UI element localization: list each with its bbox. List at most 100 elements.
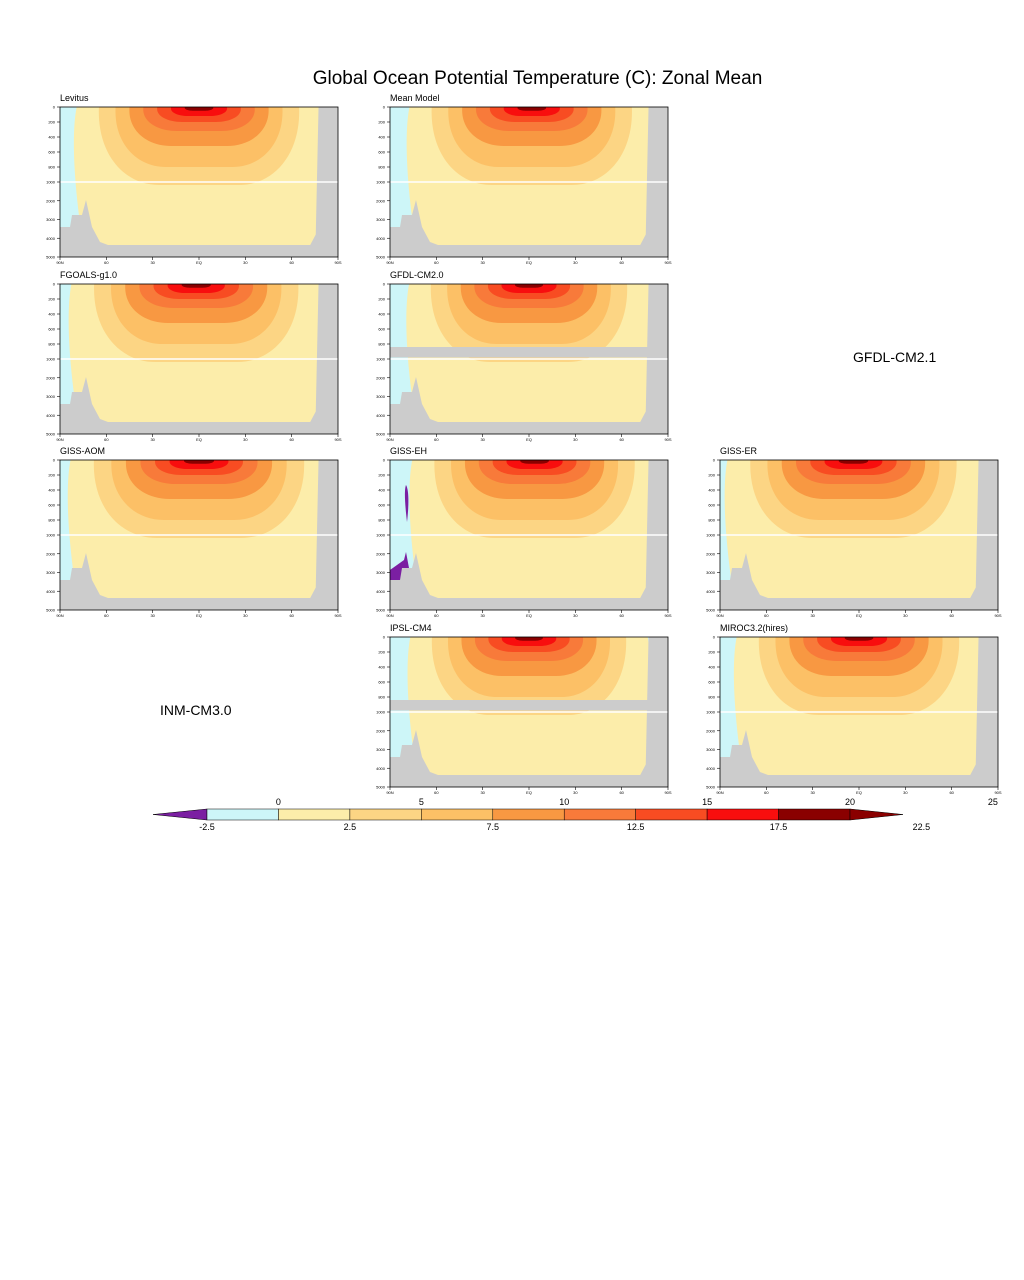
y-tick-label: 400 [708,488,715,493]
y-tick-label: 600 [378,680,385,685]
colorbar-lower-label: -2.5 [199,822,215,832]
y-tick-label: 200 [378,120,385,125]
panel-title: Levitus [60,93,89,103]
x-tick-label: 60 [434,260,439,265]
y-tick-label: 1000 [706,533,716,538]
temperature-contour [515,637,543,641]
y-tick-label: 3000 [376,570,386,575]
y-tick-label: 2000 [46,551,56,556]
y-tick-label: 800 [48,165,55,170]
x-tick-label: 90S [664,613,671,618]
panel-title: Mean Model [390,93,440,103]
y-tick-label: 200 [708,650,715,655]
temperature-contour [506,460,563,469]
missing-panel-label: GFDL-CM2.1 [853,349,937,365]
x-tick-label: 90S [994,790,1001,795]
y-tick-label: 0 [713,635,716,640]
colorbar-upper-label: 15 [702,797,712,807]
y-tick-label: 800 [48,342,55,347]
x-tick-label: 60 [104,260,109,265]
y-tick-label: 800 [378,165,385,170]
y-tick-label: 0 [383,105,386,110]
temperature-contour [824,460,883,469]
y-tick-label: 3000 [376,747,386,752]
colorbar-lower-label: 7.5 [487,822,500,832]
panel-title: GISS-EH [390,446,427,456]
x-tick-label: 60 [289,260,294,265]
y-tick-label: 0 [383,635,386,640]
x-tick-label: 60 [619,437,624,442]
y-tick-label: 5000 [706,785,716,790]
temperature-contour [830,637,888,646]
x-tick-label: 60 [434,437,439,442]
y-tick-label: 0 [383,282,386,287]
y-tick-label: 400 [378,488,385,493]
y-tick-label: 800 [378,695,385,700]
colorbar-min-triangle [152,808,208,821]
y-tick-label: 600 [48,150,55,155]
x-tick-label: 30 [480,437,485,442]
y-tick-label: 0 [713,458,716,463]
panel-title: FGOALS-g1.0 [60,270,117,280]
x-tick-label: 30 [903,613,908,618]
x-tick-label: EQ [526,790,532,795]
temperature-contour [517,107,547,111]
colorbar-lower-label: 17.5 [770,822,788,832]
y-tick-label: 200 [48,297,55,302]
colorbar-bin [706,808,779,821]
colorbar-max-triangle [849,808,904,821]
temperature-contour [170,107,228,116]
x-tick-label: 60 [619,613,624,618]
y-tick-label: 1000 [376,533,386,538]
missing-depth-band [390,347,668,358]
colorbar-lower-label: 12.5 [627,822,645,832]
x-tick-label: 90S [334,613,341,618]
y-tick-label: 4000 [46,236,56,241]
y-tick-label: 600 [378,150,385,155]
panel-title: IPSL-CM4 [390,623,432,633]
x-tick-label: 30 [573,790,578,795]
y-tick-label: 5000 [376,785,386,790]
y-tick-label: 2000 [706,551,716,556]
colorbar-bin [206,808,279,821]
temperature-contour [514,284,544,288]
figure-title: Global Ocean Potential Temperature (C): … [312,68,763,89]
temperature-contour [183,460,215,464]
colorbar-lower-label: 2.5 [344,822,357,832]
y-tick-label: 0 [383,458,386,463]
colorbar-upper-label: 20 [845,797,855,807]
x-tick-label: 30 [150,613,155,618]
colorbar-bin [563,808,636,821]
colorbar-bin [278,808,351,821]
heatmap-panel: IPSL-CM4 0 200 400 600 800 1000 2000 3000 4000 500… [376,623,672,795]
x-tick-label: EQ [196,613,202,618]
y-tick-label: 0 [53,458,56,463]
y-tick-label: 600 [378,503,385,508]
temperature-contour [838,460,869,464]
y-tick-label: 4000 [46,589,56,594]
colorbar-bin [492,808,565,821]
y-tick-label: 800 [378,518,385,523]
temperature-contour [844,637,874,641]
temperature-contour [503,107,560,116]
x-tick-label: 90S [664,437,671,442]
colorbar-lower-label: 22.5 [913,822,931,832]
y-tick-label: 400 [48,312,55,317]
missing-depth-band [390,700,668,711]
x-tick-label: EQ [526,613,532,618]
panel-title: GFDL-CM2.0 [390,270,444,280]
y-tick-label: 3000 [706,747,716,752]
y-tick-label: 400 [378,312,385,317]
x-tick-label: 60 [104,613,109,618]
heatmap-panel: Levitus 0 200 400 600 800 1000 2000 3000 4000 5000… [46,93,342,265]
y-tick-label: 1000 [376,710,386,715]
x-tick-label: 30 [573,260,578,265]
y-tick-label: 4000 [376,236,386,241]
sea-floor [390,460,668,610]
y-tick-label: 400 [48,135,55,140]
x-tick-label: 90N [56,260,63,265]
x-tick-label: 90N [386,613,393,618]
y-tick-label: 5000 [46,608,56,613]
y-tick-label: 5000 [46,432,56,437]
